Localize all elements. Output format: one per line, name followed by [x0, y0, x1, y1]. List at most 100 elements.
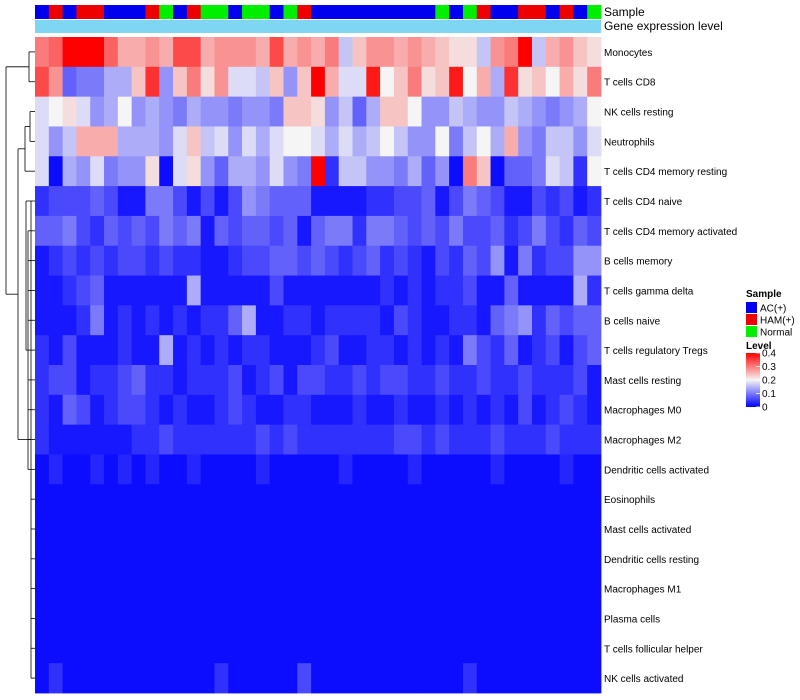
heatmap-cell	[62, 603, 77, 634]
heatmap-cell	[228, 335, 243, 366]
heatmap-cell	[104, 365, 119, 396]
heatmap-cell	[62, 186, 77, 217]
heatmap-cell	[311, 633, 326, 664]
heatmap-cell	[352, 186, 367, 217]
heatmap-cell	[297, 186, 312, 217]
heatmap-cell	[117, 365, 133, 396]
heatmap-cell	[352, 275, 367, 306]
heatmap-cell	[449, 394, 464, 426]
heatmap-cell	[200, 37, 215, 68]
heatmap-cell	[90, 126, 105, 157]
heatmap-cell	[587, 603, 602, 634]
heatmap-cell	[407, 126, 422, 157]
heatmap-cell	[449, 543, 464, 575]
heatmap-cell	[90, 394, 105, 426]
heatmap-cell	[559, 126, 574, 157]
heatmap-cell	[476, 573, 491, 604]
heatmap-cell	[573, 96, 588, 127]
heatmap-cell	[242, 275, 257, 306]
heatmap-cell	[504, 514, 519, 545]
sample-legend-swatch	[746, 314, 757, 325]
heatmap-cell	[366, 186, 381, 217]
heatmap-cell	[421, 215, 436, 247]
heatmap-cell	[531, 484, 547, 515]
heatmap-cell	[545, 394, 560, 426]
heatmap-cell	[186, 305, 202, 336]
heatmap-cell	[380, 335, 395, 366]
row-label: Neutrophils	[604, 137, 655, 148]
heatmap-cell	[324, 454, 340, 485]
heatmap-cell	[297, 275, 312, 306]
heatmap-cell	[338, 335, 353, 366]
heatmap-cell	[145, 543, 160, 575]
heatmap-cell	[324, 394, 340, 426]
heatmap-cell	[269, 424, 284, 455]
heatmap-cell	[435, 37, 450, 68]
heatmap-cell	[200, 156, 215, 187]
heatmap-cell	[269, 573, 284, 604]
heatmap-cell	[35, 573, 50, 604]
heatmap-cell	[131, 275, 146, 306]
gene-expression-track-label: Gene expression level	[604, 19, 723, 33]
heatmap-cell	[186, 215, 202, 247]
heatmap-cell	[324, 663, 340, 694]
heatmap-cell	[407, 365, 422, 396]
heatmap-cell	[242, 633, 257, 664]
heatmap-cell	[531, 543, 547, 575]
heatmap-cell	[573, 543, 588, 575]
heatmap-cell	[421, 37, 436, 68]
heatmap-cell	[283, 514, 298, 545]
heatmap-cell	[269, 663, 284, 694]
heatmap-cell	[421, 186, 436, 217]
heatmap-cell	[573, 126, 588, 157]
heatmap-cell	[214, 275, 229, 306]
heatmap-cell	[311, 573, 326, 604]
heatmap-cell	[504, 424, 519, 455]
sample-legend-label: AC(+)	[760, 304, 786, 315]
heatmap-cell	[573, 424, 588, 455]
level-tick-label: 0.1	[762, 389, 776, 400]
heatmap-cell	[159, 454, 174, 485]
heatmap-cell	[559, 454, 574, 485]
heatmap-cell	[200, 66, 215, 98]
heatmap-cell	[173, 424, 188, 455]
sample-annotation-cell	[48, 5, 64, 19]
sample-annotation-cell	[462, 5, 478, 19]
heatmap-cell	[393, 37, 409, 68]
heatmap-cell	[283, 126, 298, 157]
heatmap-cell	[531, 156, 547, 187]
heatmap-cell	[504, 215, 519, 247]
heatmap-cell	[145, 215, 160, 247]
heatmap-cell	[159, 156, 174, 187]
heatmap-cell	[462, 186, 478, 217]
heatmap-cell	[531, 335, 547, 366]
heatmap-cell	[200, 454, 215, 485]
heatmap-cell	[338, 484, 353, 515]
heatmap-cell	[380, 215, 395, 247]
heatmap-cell	[559, 305, 574, 336]
heatmap-cell	[573, 663, 588, 694]
heatmap-cell	[545, 335, 560, 366]
heatmap-cell	[297, 365, 312, 396]
heatmap-cell	[255, 663, 271, 694]
heatmap-cell	[449, 335, 464, 366]
heatmap-cell	[587, 484, 602, 515]
heatmap-cell	[159, 186, 174, 217]
heatmap-cell	[531, 96, 547, 127]
heatmap-cell	[255, 335, 271, 366]
heatmap-cell	[186, 424, 202, 455]
heatmap-cell	[311, 663, 326, 694]
heatmap-cell	[407, 66, 422, 98]
heatmap-cell	[131, 424, 146, 455]
sample-annotation-cell	[145, 5, 160, 19]
heatmap-cell	[393, 215, 409, 247]
heatmap-cell	[449, 484, 464, 515]
heatmap-cell	[283, 96, 298, 127]
heatmap-cell	[421, 365, 436, 396]
heatmap-cell	[573, 514, 588, 545]
row-dendrogram	[5, 51, 35, 679]
heatmap-cell	[435, 573, 450, 604]
heatmap-cell	[255, 424, 271, 455]
heatmap-cell	[255, 245, 271, 276]
heatmap-cell	[435, 275, 450, 306]
